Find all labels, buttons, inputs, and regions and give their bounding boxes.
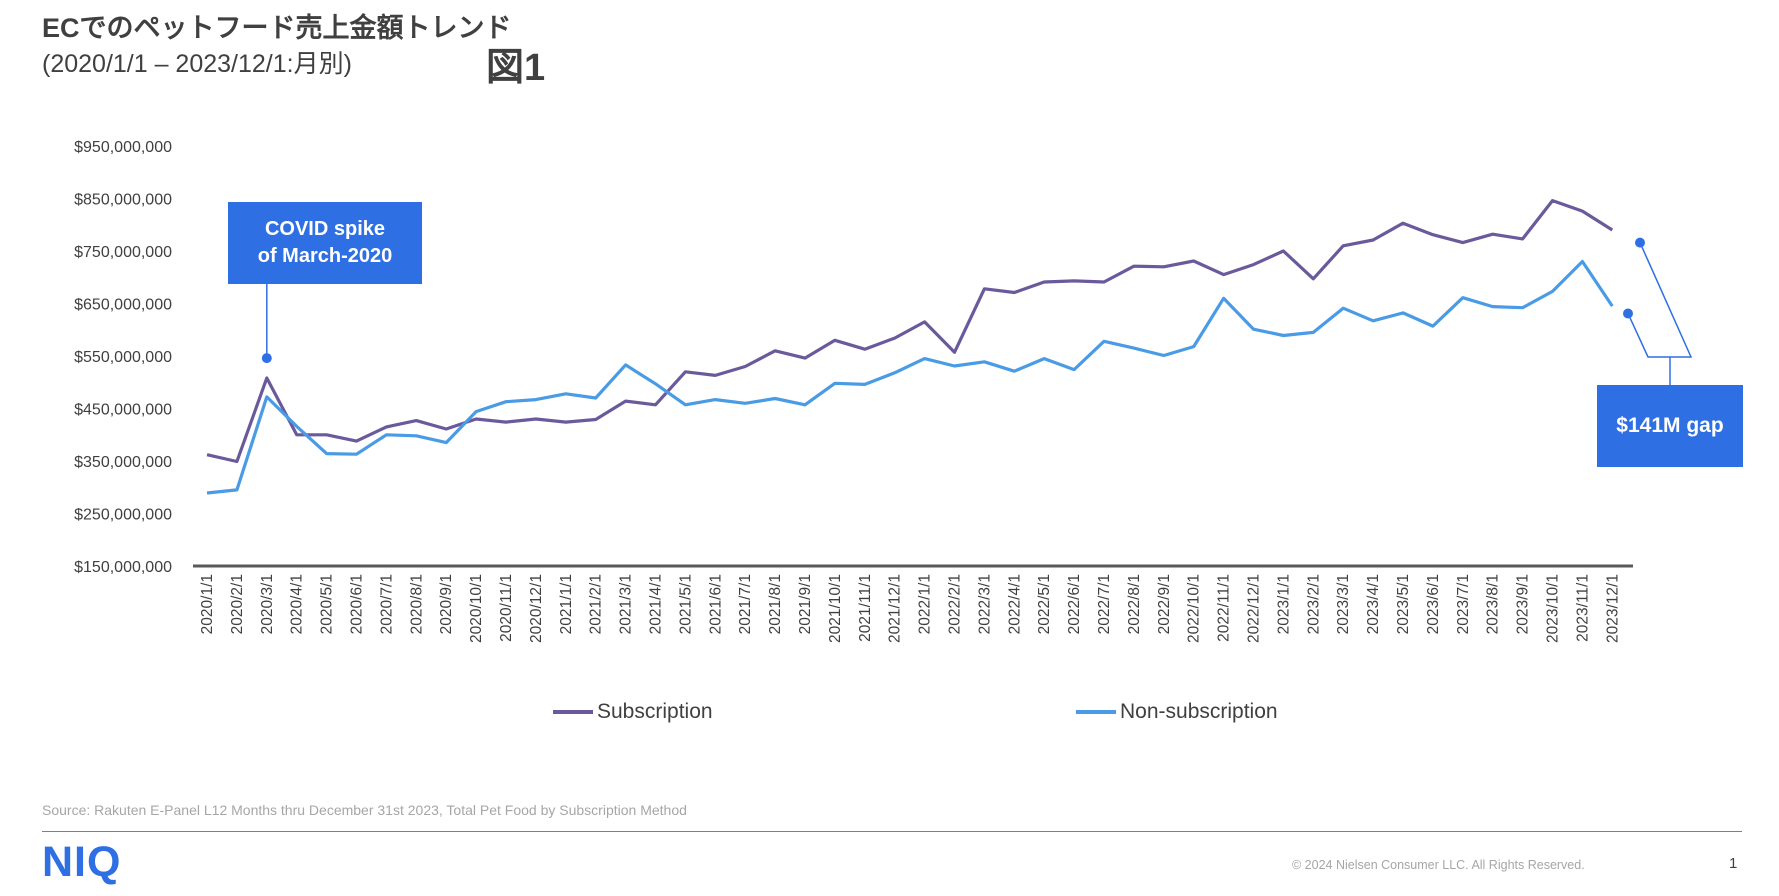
- covid-spike-callout: COVID spike of March-2020: [228, 202, 422, 284]
- x-tick-label: 2022/6/1: [1066, 574, 1083, 634]
- x-tick-label: 2023/11/1: [1574, 574, 1591, 642]
- y-tick-label: $950,000,000: [74, 139, 172, 156]
- x-tick-label: 2020/6/1: [349, 574, 366, 634]
- x-tick-label: 2022/2/1: [947, 574, 964, 634]
- x-tick-label: 2022/5/1: [1036, 574, 1053, 634]
- niq-logo: NIQ: [42, 838, 122, 886]
- x-tick-label: 2020/9/1: [438, 574, 455, 634]
- x-tick-label: 2020/1/1: [199, 574, 216, 634]
- x-tick-label: 2023/6/1: [1425, 574, 1442, 634]
- x-tick-label: 2023/4/1: [1365, 574, 1382, 634]
- x-tick-label: 2023/5/1: [1395, 574, 1412, 634]
- covid-marker-dot: [261, 353, 272, 364]
- x-tick-label: 2021/10/1: [827, 574, 844, 643]
- x-tick-label: 2020/2/1: [229, 574, 246, 634]
- x-tick-label: 2020/10/1: [468, 574, 485, 643]
- covid-callout-line1: COVID spike: [264, 218, 386, 240]
- x-tick-label: 2021/12/1: [887, 574, 904, 643]
- x-tick-label: 2020/5/1: [319, 574, 336, 634]
- chart-subtitle: (2020/1/1 – 2023/12/1:月別): [42, 50, 352, 78]
- x-tick-label: 2022/7/1: [1096, 574, 1113, 634]
- x-tick-label: 2021/6/1: [707, 574, 724, 634]
- x-tick-label: 2022/12/1: [1246, 574, 1263, 643]
- y-tick-label: $850,000,000: [74, 192, 172, 209]
- x-tick-label: 2023/1/1: [1275, 574, 1292, 634]
- x-tick-label: 2021/9/1: [797, 574, 814, 634]
- y-tick-label: $550,000,000: [74, 349, 172, 366]
- x-tick-label: 2021/8/1: [767, 574, 784, 634]
- chart-title: ECでのペットフード売上金額トレンド: [42, 13, 512, 43]
- x-tick-label: 2023/10/1: [1545, 574, 1562, 643]
- page-number: 1: [1729, 855, 1738, 872]
- x-tick-label: 2021/1/1: [558, 574, 575, 634]
- covid-callout-line2: of March-2020: [257, 245, 393, 267]
- gap-bracket: [1627, 242, 1693, 358]
- x-tick-label: 2022/1/1: [917, 574, 934, 634]
- x-tick-label: 2023/8/1: [1485, 574, 1502, 634]
- x-tick-label: 2023/3/1: [1335, 574, 1352, 634]
- legend-subscription-swatch: [553, 710, 593, 714]
- x-tick-label: 2021/3/1: [618, 574, 635, 634]
- copyright-notice: © 2024 Nielsen Consumer LLC. All Rights …: [1292, 858, 1585, 872]
- x-tick-label: 2020/12/1: [528, 574, 545, 643]
- legend-non-subscription-label: Non-subscription: [1120, 700, 1278, 723]
- x-tick-label: 2022/8/1: [1126, 574, 1143, 634]
- x-tick-label: 2020/7/1: [378, 574, 395, 634]
- x-tick-label: 2020/8/1: [408, 574, 425, 634]
- legend-subscription: Subscription: [553, 700, 713, 724]
- legend-non-subscription-swatch: [1076, 710, 1116, 714]
- x-tick-label: 2023/12/1: [1604, 574, 1621, 643]
- x-tick-label: 2022/9/1: [1156, 574, 1173, 634]
- x-tick-label: 2023/9/1: [1515, 574, 1532, 634]
- legend-subscription-label: Subscription: [597, 700, 713, 723]
- x-tick-label: 2022/11/1: [1216, 574, 1233, 642]
- y-tick-label: $150,000,000: [74, 559, 172, 576]
- y-tick-label: $250,000,000: [74, 507, 172, 524]
- y-tick-label: $650,000,000: [74, 297, 172, 314]
- y-tick-label: $450,000,000: [74, 402, 172, 419]
- y-tick-label: $750,000,000: [74, 244, 172, 261]
- series-subscription-line: [206, 199, 1614, 464]
- legend-non-subscription: Non-subscription: [1076, 700, 1278, 724]
- figure-label: 図1: [486, 47, 546, 89]
- source-note: Source: Rakuten E-Panel L12 Months thru …: [42, 802, 687, 818]
- x-tick-label: 2021/11/1: [857, 574, 874, 642]
- x-tick-label: 2020/11/1: [498, 574, 515, 642]
- x-tick-label: 2022/4/1: [1006, 574, 1023, 634]
- x-tick-label: 2021/4/1: [648, 574, 665, 634]
- x-tick-label: 2023/7/1: [1455, 574, 1472, 634]
- series-non-subscription-line: [206, 259, 1614, 495]
- x-tick-label: 2022/3/1: [976, 574, 993, 634]
- x-tick-label: 2023/2/1: [1305, 574, 1322, 634]
- x-tick-label: 2021/5/1: [677, 574, 694, 634]
- x-tick-label: 2021/2/1: [588, 574, 605, 634]
- x-tick-label: 2020/3/1: [259, 574, 276, 634]
- x-tick-label: 2020/4/1: [289, 574, 306, 634]
- gap-callout: $141M gap: [1597, 385, 1743, 467]
- footer-divider: [42, 831, 1742, 832]
- y-tick-label: $350,000,000: [74, 454, 172, 471]
- x-tick-label: 2021/7/1: [737, 574, 754, 634]
- x-tick-label: 2022/10/1: [1186, 574, 1203, 643]
